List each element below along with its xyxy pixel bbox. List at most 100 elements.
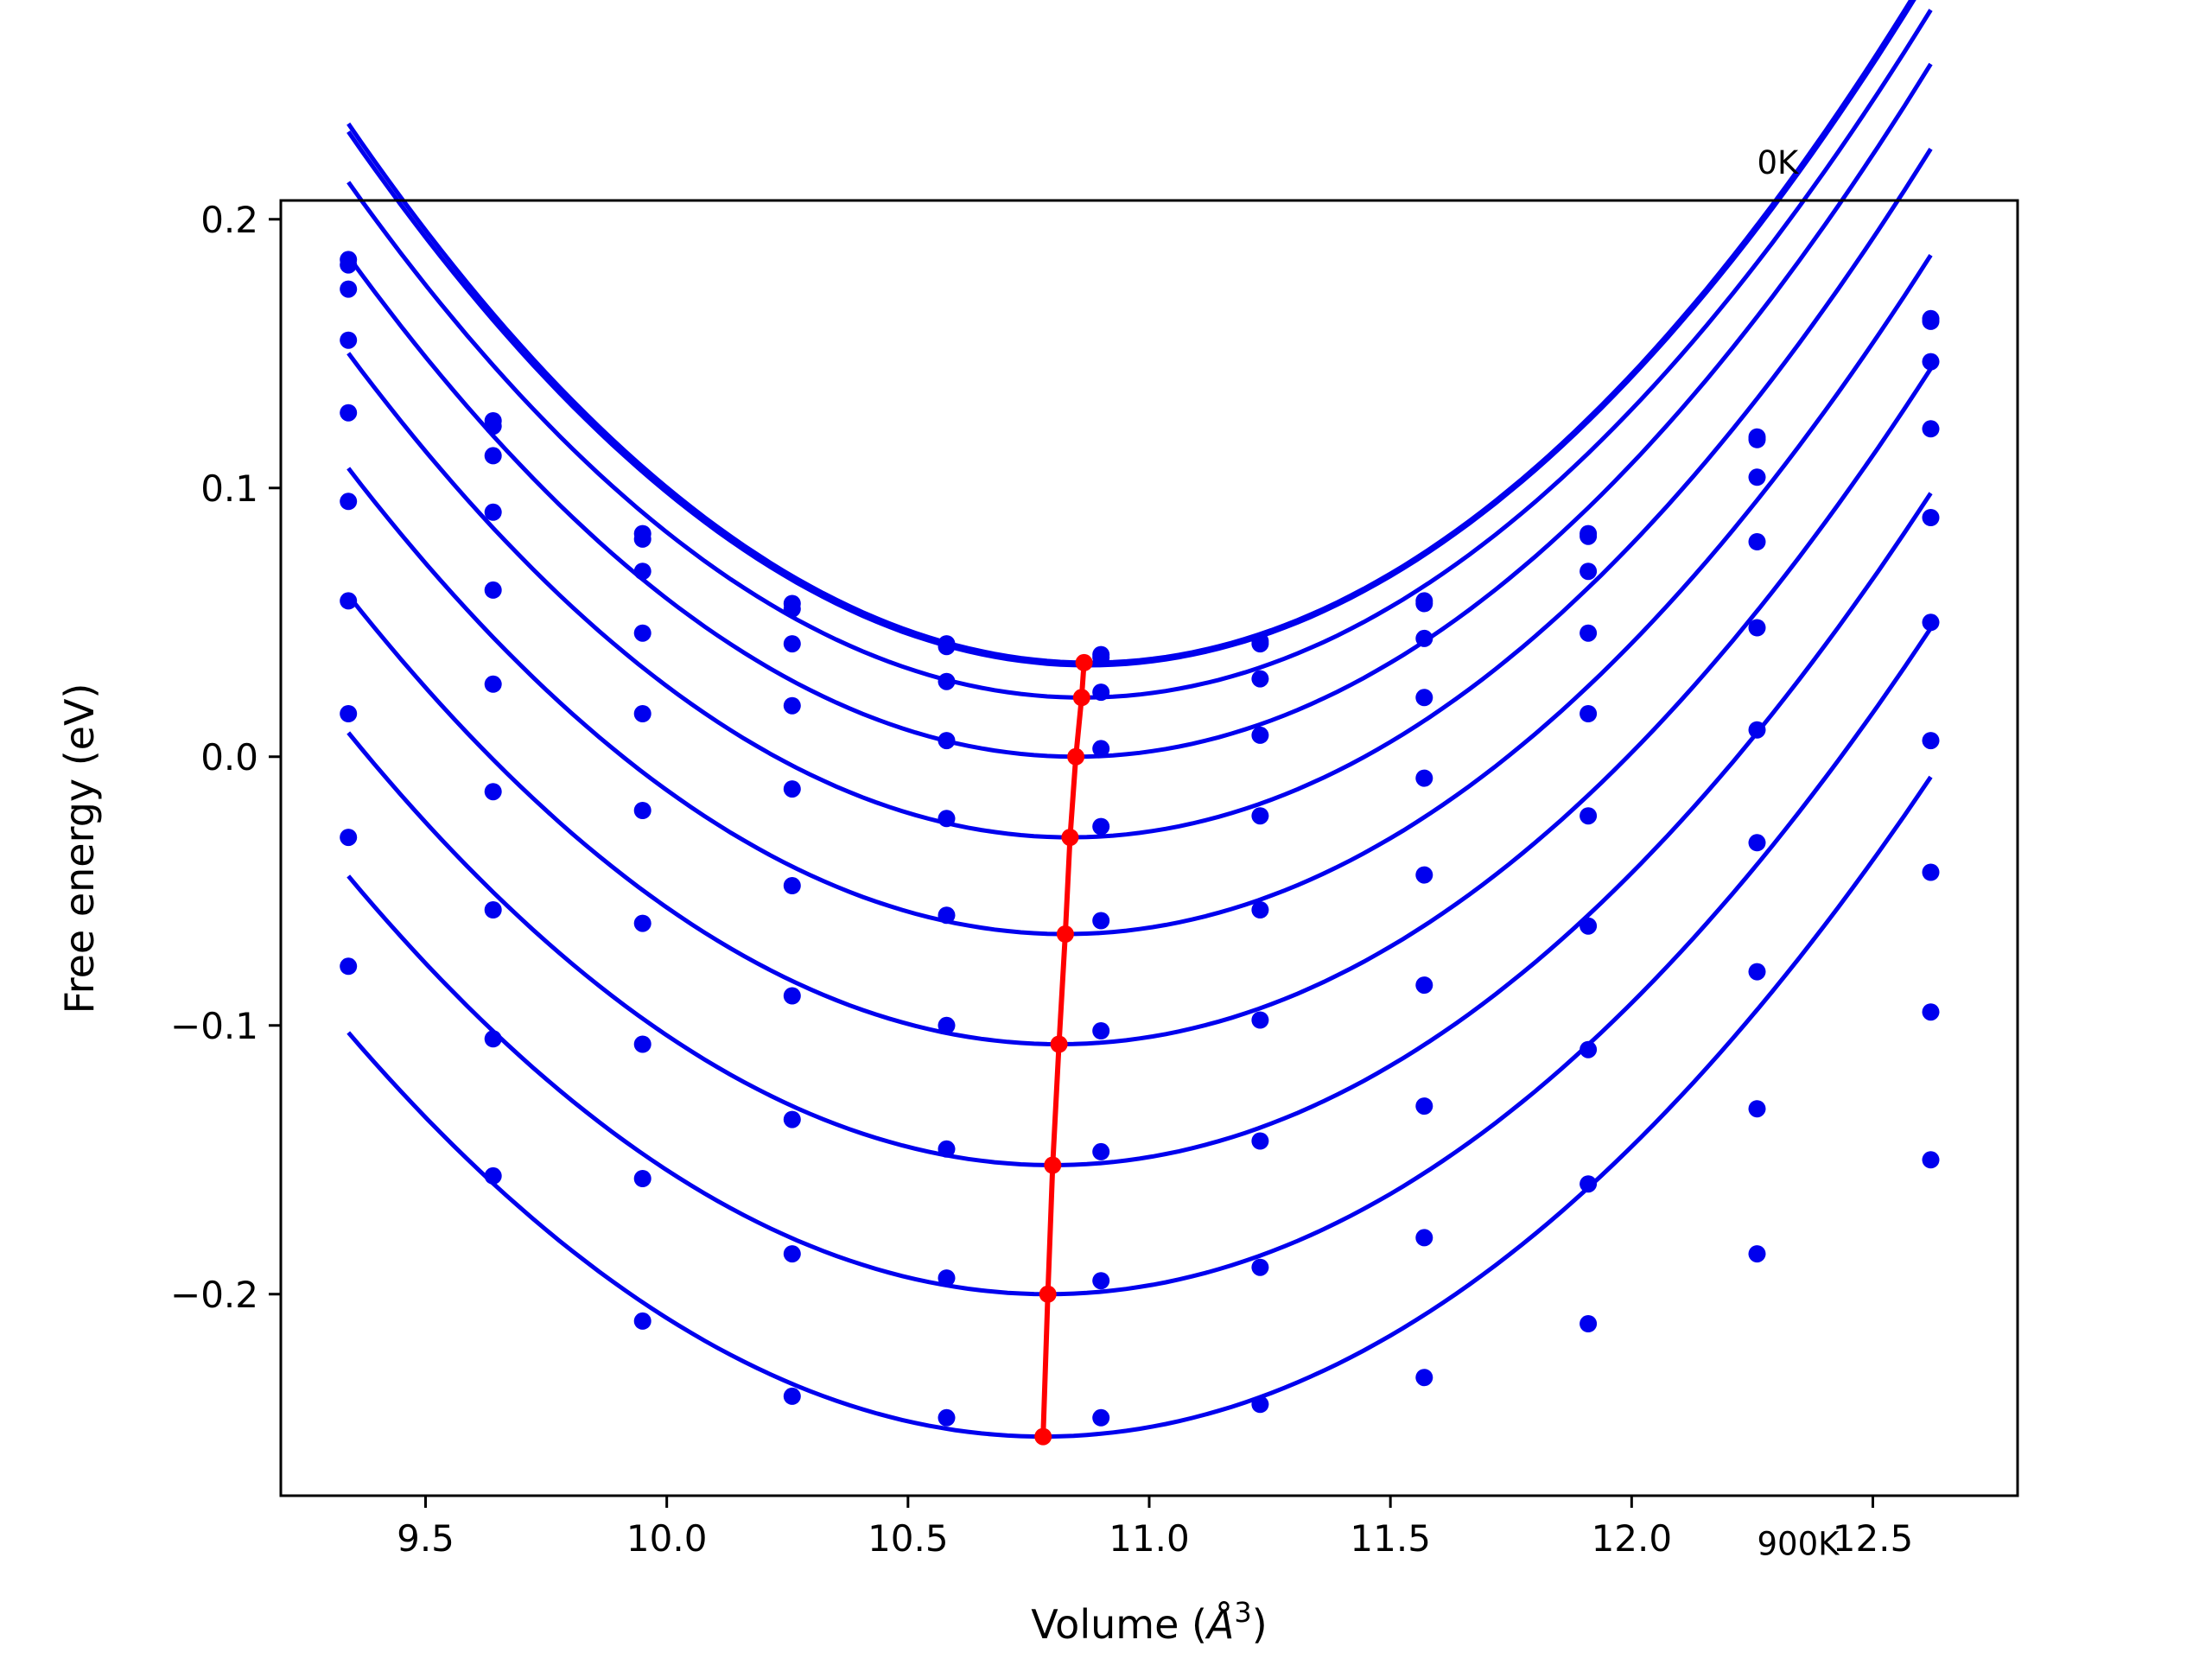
annotations: 0K 900K (1758, 144, 1841, 1563)
data-point (783, 1245, 801, 1263)
minimum-point (1039, 1285, 1057, 1303)
data-point (633, 1035, 652, 1053)
data-point (1580, 807, 1598, 825)
data-point (1922, 863, 1940, 881)
data-point (633, 563, 652, 581)
data-point (340, 280, 358, 298)
curve-annotation: 0K (1758, 144, 1801, 181)
data-point (938, 638, 956, 656)
data-point (1092, 912, 1110, 930)
data-point (1580, 1040, 1598, 1058)
fit-curve-1 (346, 0, 1916, 668)
data-point (1415, 1369, 1433, 1387)
data-point (633, 914, 652, 932)
data-point (1092, 1022, 1110, 1039)
x-tick-label: 11.5 (1350, 1517, 1431, 1560)
fit-curve-8 (346, 626, 1933, 1297)
data-point (1251, 635, 1269, 653)
data-point (1922, 1003, 1940, 1021)
data-point (783, 635, 801, 653)
data-point (938, 1140, 956, 1158)
data-point (633, 530, 652, 548)
data-point (938, 1269, 956, 1287)
data-point (1748, 1245, 1766, 1263)
data-point (783, 1110, 801, 1128)
fit-curve-7 (346, 492, 1933, 1167)
data-point (1922, 732, 1940, 750)
fit-curve-3 (346, 62, 1933, 760)
data-point (633, 1170, 652, 1187)
data-point (340, 331, 358, 349)
data-point (1415, 866, 1433, 884)
x-tick-label: 10.0 (626, 1517, 708, 1560)
minimum-point (1034, 1427, 1052, 1446)
x-tick-label: 10.5 (868, 1517, 949, 1560)
data-point (783, 987, 801, 1005)
y-tick-label: 0.0 (200, 736, 258, 779)
data-point (1415, 594, 1433, 613)
data-point (1922, 420, 1940, 438)
data-point (484, 901, 502, 918)
y-axis-label: Free energy (eV) (56, 683, 103, 1014)
data-point (1748, 834, 1766, 852)
data-point (938, 906, 956, 925)
x-axis-label-prefix: Volume ( (1031, 1601, 1207, 1648)
x-tick-label: 9.5 (397, 1517, 454, 1560)
data-point (1415, 1097, 1433, 1116)
data-point (1580, 1175, 1598, 1193)
data-point (1748, 619, 1766, 637)
data-point (1922, 353, 1940, 371)
data-point (1748, 721, 1766, 739)
data-point (484, 503, 502, 521)
data-point (1251, 1011, 1269, 1029)
data-point (1415, 976, 1433, 995)
data-point (1251, 901, 1269, 918)
data-point (1092, 683, 1110, 702)
data-point (1748, 430, 1766, 448)
data-point (1415, 769, 1433, 787)
data-point (633, 802, 652, 819)
curve-annotation: 900K (1758, 1525, 1841, 1562)
x-axis-label-unit: Å (1205, 1601, 1234, 1648)
x-tick-label: 12.0 (1592, 1517, 1673, 1560)
data-point (1092, 1272, 1110, 1290)
data-point (1092, 1142, 1110, 1160)
data-point (1251, 807, 1269, 825)
data-point (1092, 648, 1110, 666)
data-point (484, 447, 502, 465)
data-point (340, 705, 358, 722)
data-point (1415, 1229, 1433, 1247)
x-axis-label-sup: 3 (1234, 1596, 1251, 1629)
data-point (1748, 963, 1766, 981)
data-point (938, 1408, 956, 1427)
minimum-point (1050, 1035, 1068, 1053)
data-point (1580, 624, 1598, 642)
data-point (484, 417, 502, 435)
data-point (938, 1016, 956, 1034)
data-point (938, 672, 956, 690)
data-point (1748, 468, 1766, 486)
x-tick-label: 11.0 (1109, 1517, 1190, 1560)
data-point (340, 957, 358, 976)
fit-curve-5 (346, 253, 1933, 937)
data-point (938, 810, 956, 828)
x-axis-label-suffix: ) (1252, 1601, 1268, 1648)
fit-curve-4 (346, 147, 1933, 840)
data-point (340, 829, 358, 847)
plot-area (340, 0, 1940, 1446)
data-point (1922, 1151, 1940, 1169)
data-point (484, 675, 502, 693)
minimum-point (1061, 829, 1079, 847)
data-point (633, 1312, 652, 1330)
data-point (484, 1166, 502, 1185)
data-point (484, 783, 502, 801)
y-tick-label: 0.1 (200, 467, 258, 510)
data-point (1251, 1395, 1269, 1414)
x-tick-label: 12.5 (1833, 1517, 1914, 1560)
data-point (484, 1030, 502, 1048)
minimum-point (1075, 653, 1093, 671)
data-point (1922, 613, 1940, 632)
data-point (340, 256, 358, 274)
minimum-point (1072, 689, 1090, 707)
data-point (783, 600, 801, 618)
